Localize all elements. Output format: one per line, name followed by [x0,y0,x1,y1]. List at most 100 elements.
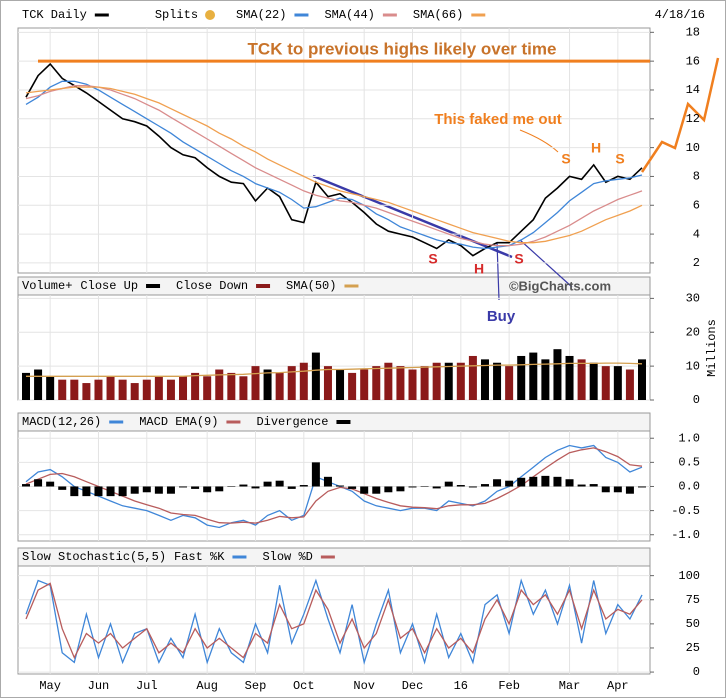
bar [215,369,224,400]
y-tick-label: 18 [686,25,700,39]
bar [287,366,296,400]
x-tick-label: Mar [559,679,581,693]
y-tick-label: 10 [686,141,700,155]
legend-label: Slow %D [262,550,312,564]
bar [46,481,55,487]
y-tick-label: 0 [693,665,700,679]
bar [336,369,345,400]
bar [299,485,308,487]
date-label: 4/18/16 [655,8,705,22]
bar [384,362,393,400]
legend-label: SMA(44) [324,8,374,22]
bar [154,376,163,400]
bar [82,486,91,497]
bar [70,486,79,497]
bar [468,355,477,400]
bar [82,383,91,400]
faked-arrow [519,129,559,153]
bar [420,366,429,400]
bar [396,366,405,400]
bar [493,479,502,487]
x-tick-label: Aug [196,679,218,693]
bar [287,486,296,489]
y-tick-label: 0 [693,393,700,407]
legend-label: MACD EMA(9) [139,415,218,429]
series-line [25,62,643,257]
splits-icon [205,10,216,20]
series-line [26,362,643,377]
bar [191,486,200,489]
bar [432,362,441,400]
annotation: H [591,140,601,156]
y-axis-label: Millions [705,319,719,377]
annotation: S [428,251,437,267]
bar [541,475,550,487]
bar [420,486,429,487]
bar [601,486,610,493]
bar [505,366,514,400]
y-tick-label: -1.0 [671,528,700,542]
bar [456,362,465,400]
x-tick-label: Apr [607,679,629,693]
bar [444,362,453,400]
bar [275,480,284,487]
bar [456,485,465,487]
y-tick-label: 75 [686,593,700,607]
watermark: ©BigCharts.com [509,278,611,293]
bar [589,362,598,400]
x-tick-label: Nov [353,679,375,693]
bar [396,486,405,492]
bar [360,486,369,494]
bar [444,481,453,487]
buy-arrow [496,241,500,301]
bar [46,376,55,400]
bar [323,476,332,487]
legend-swatch [146,284,161,288]
legend-swatch [336,420,351,424]
legend-swatch [256,284,271,288]
bar [299,362,308,400]
y-tick-label: 30 [686,292,700,306]
bar [480,359,489,400]
bar [58,486,67,490]
bar [577,359,586,400]
y-tick-label: 0.0 [678,480,700,494]
y-tick-label: 8 [693,170,700,184]
bar [625,369,634,400]
legend-label: SMA(66) [413,8,463,22]
y-tick-label: 25 [686,641,700,655]
annotation: S [615,151,624,167]
bar [565,479,574,487]
y-tick-label: 0.5 [678,456,700,470]
bar [311,352,320,400]
bar [130,486,139,494]
x-tick-label: Feb [498,679,520,693]
bar [142,486,151,493]
bar [432,486,441,489]
bar [638,359,646,400]
bar [553,349,562,400]
bar [118,379,127,400]
bar [203,376,212,400]
y-tick-label: 16 [686,54,700,68]
annotation: S [514,251,523,267]
bar [613,486,622,493]
bar [263,481,272,487]
bar [529,352,538,400]
bar [239,484,248,487]
y-tick-label: 20 [686,325,700,339]
bar [106,376,115,400]
panel-title: Volume+ [22,279,72,293]
bar [529,476,538,487]
bar [34,369,43,400]
bar [130,383,139,400]
bar [215,486,224,492]
x-tick-label: Jun [88,679,110,693]
bar [601,366,610,400]
bar [179,486,188,488]
annotation: This faked me out [434,111,562,128]
bar [468,486,477,488]
bar [505,480,514,487]
bar [154,486,163,494]
